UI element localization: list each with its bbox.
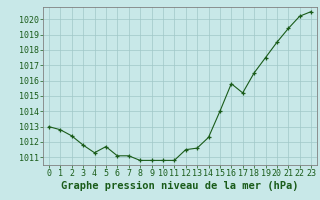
X-axis label: Graphe pression niveau de la mer (hPa): Graphe pression niveau de la mer (hPa) bbox=[61, 181, 299, 191]
